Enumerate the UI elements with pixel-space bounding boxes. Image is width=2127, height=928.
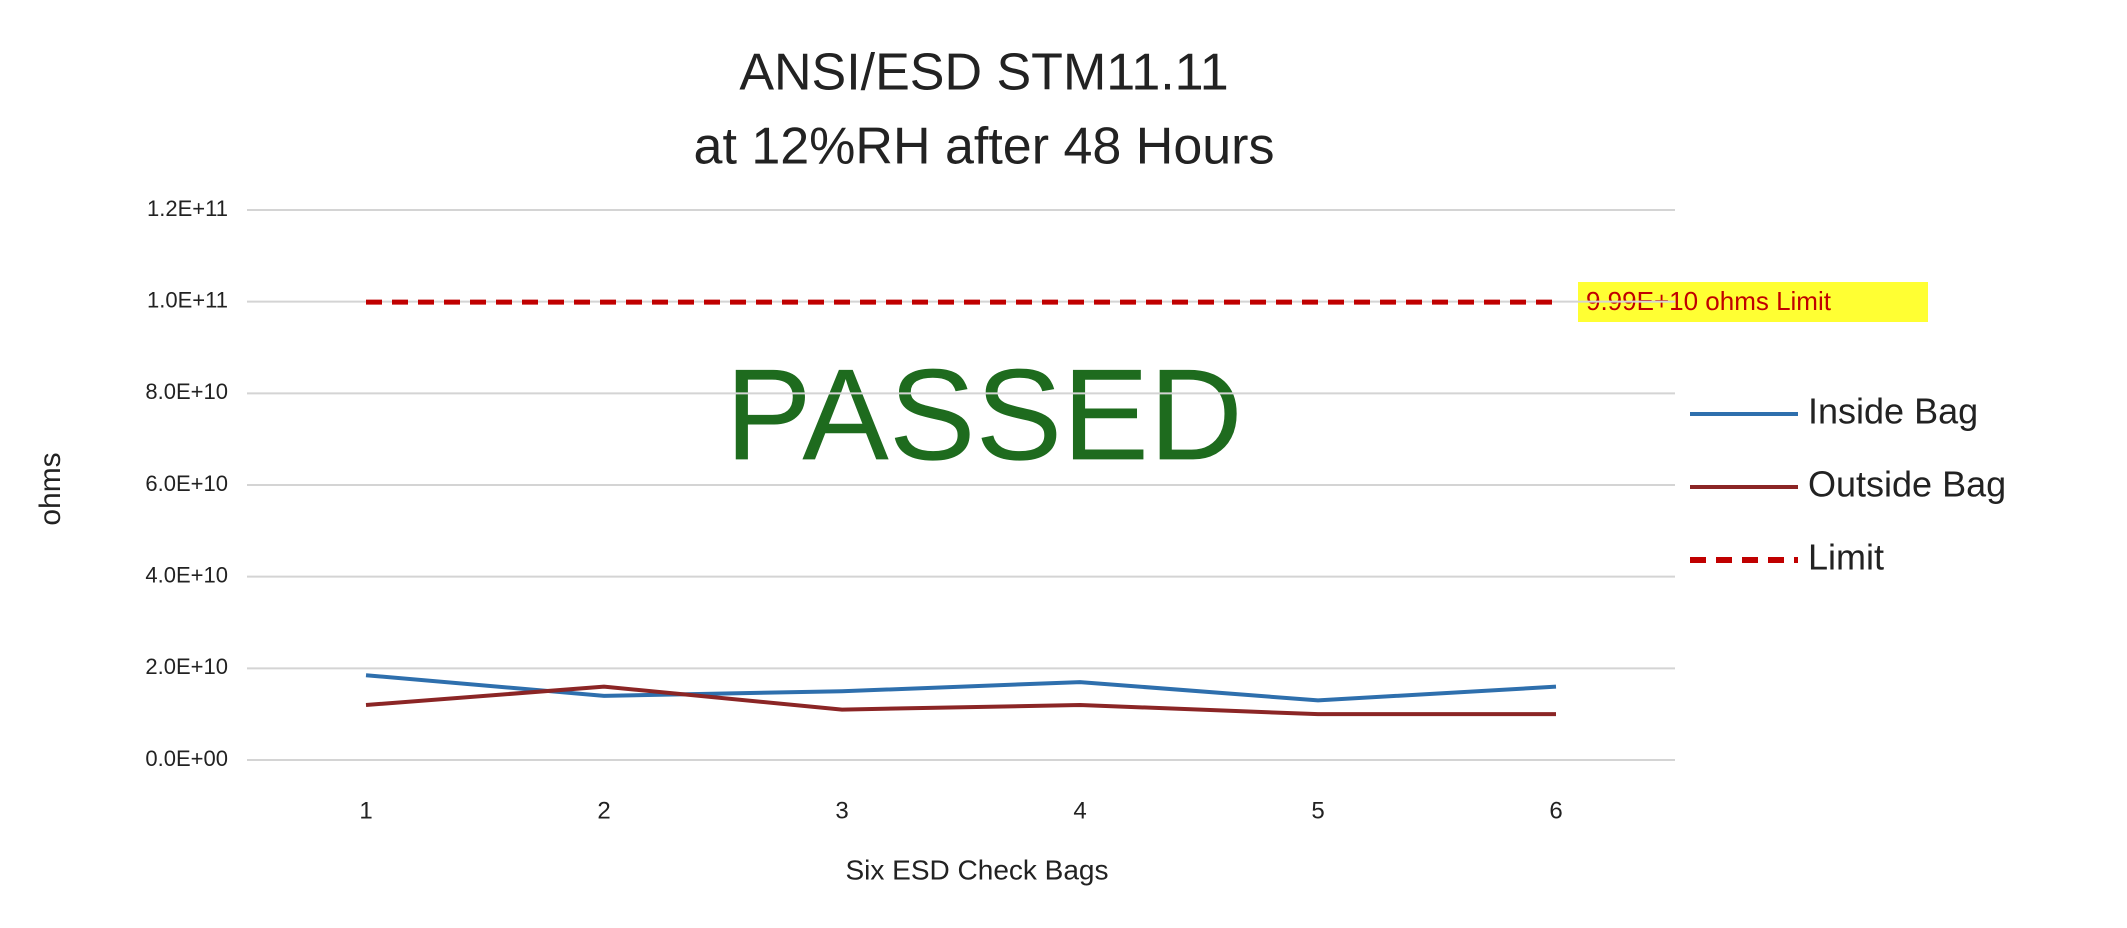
legend-label: Outside Bag [1808,464,2006,505]
y-axis-label: ohms [34,452,67,525]
y-tick-label: 6.0E+10 [145,471,228,496]
x-tick-label: 1 [359,797,372,824]
x-tick-label: 5 [1311,797,1324,824]
chart-title: ANSI/ESD STM11.11 [739,44,1228,102]
chart-subtitle: at 12%RH after 48 Hours [694,118,1275,176]
x-tick-label: 2 [597,797,610,824]
legend-label: Inside Bag [1808,391,1978,432]
y-tick-label: 0.0E+00 [145,746,228,771]
y-tick-label: 8.0E+10 [145,379,228,404]
x-tick-label: 4 [1073,797,1086,824]
x-tick-label: 3 [835,797,848,824]
x-tick-label: 6 [1549,797,1562,824]
y-tick-label: 4.0E+10 [145,562,228,587]
y-tick-label: 1.0E+11 [147,287,228,312]
y-tick-label: 1.2E+11 [147,196,228,221]
y-tick-label: 2.0E+10 [145,654,228,679]
series-line [365,684,1556,717]
legend-label: Limit [1808,537,1884,578]
series-line [365,673,1557,703]
status-text: PASSED [725,341,1243,487]
x-axis-label: Six ESD Check Bags [846,854,1109,885]
